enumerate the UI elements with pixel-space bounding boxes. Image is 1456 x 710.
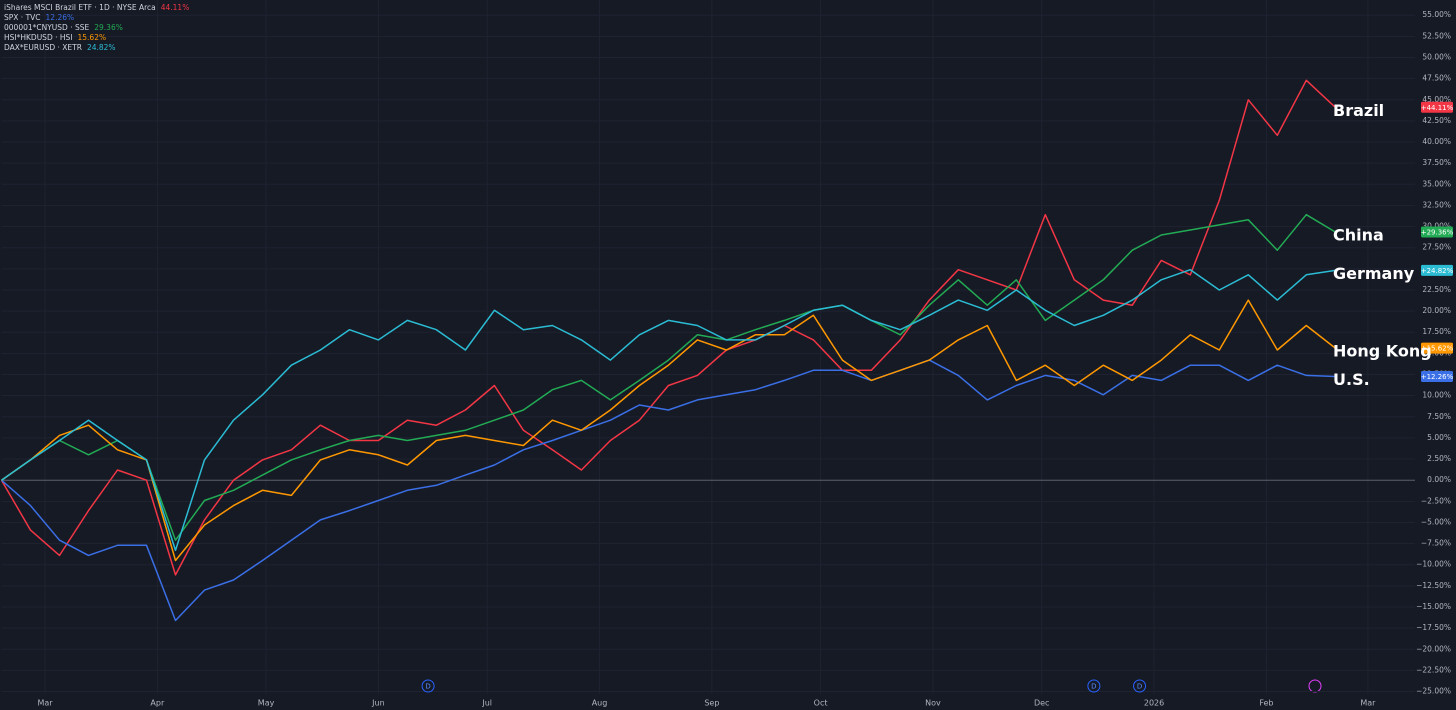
y-tick-label: 30.00% (1422, 222, 1451, 231)
price-tag-label: +24.82% (1421, 267, 1454, 275)
legend-name: HSI*HKDUSD · HSI (4, 33, 73, 42)
y-tick-label: 45.00% (1422, 95, 1451, 104)
y-tick-label: 17.50% (1422, 327, 1451, 336)
series-line (1, 213, 1336, 541)
x-tick-label: Sep (704, 699, 719, 708)
price-tag-label: +12.26% (1421, 373, 1454, 381)
legend-value: 29.36% (94, 23, 123, 32)
y-tick-label: 55.00% (1422, 10, 1451, 19)
x-tick-label: Jun (371, 699, 385, 708)
series-label: China (1333, 225, 1384, 244)
series-line (1, 268, 1336, 552)
legend-value: 44.11% (161, 3, 190, 12)
y-tick-label: −12.50% (1416, 581, 1451, 590)
event-marker-label: D (1137, 683, 1142, 691)
y-tick-label: 7.50% (1427, 412, 1451, 421)
y-tick-label: 10.00% (1422, 391, 1451, 400)
y-tick-label: 5.00% (1427, 433, 1451, 442)
y-tick-label: 52.50% (1422, 31, 1451, 40)
y-tick-label: −7.50% (1421, 539, 1451, 548)
y-tick-label: −15.00% (1416, 602, 1451, 611)
x-tick-label: Nov (925, 699, 941, 708)
legend-name: SPX · TVC (4, 13, 41, 22)
legend-name: 000001*CNYUSD · SSE (4, 23, 90, 32)
y-tick-label: −17.50% (1416, 623, 1451, 632)
y-tick-label: −5.00% (1421, 517, 1451, 526)
x-tick-label: Dec (1034, 699, 1049, 708)
y-tick-label: 2.50% (1427, 454, 1451, 463)
event-marker-label: D (425, 683, 430, 691)
y-tick-label: −25.00% (1416, 687, 1451, 696)
series-label: Brazil (1333, 101, 1384, 120)
legend-value: 24.82% (87, 43, 116, 52)
series-line (1, 359, 1336, 622)
y-tick-label: −2.50% (1421, 496, 1451, 505)
event-marker (1087, 679, 1101, 693)
x-tick-label: Mar (37, 699, 53, 708)
legend-value: 15.62% (78, 33, 107, 42)
x-tick-label: May (258, 699, 275, 708)
y-tick-label: 40.00% (1422, 137, 1451, 146)
price-tag-label: +44.11% (1421, 104, 1454, 112)
y-tick-label: 50.00% (1422, 52, 1451, 61)
price-tag (1421, 342, 1453, 354)
series-label: Germany (1333, 264, 1415, 283)
x-tick-label: 2026 (1144, 699, 1164, 708)
y-tick-label: 22.50% (1422, 285, 1451, 294)
y-tick-label: 32.50% (1422, 200, 1451, 209)
legend-name: DAX*EURUSD · XETR (4, 43, 82, 52)
x-tick-label: Jul (481, 699, 492, 708)
event-marker (1133, 679, 1147, 693)
price-tag (1421, 226, 1453, 238)
legend-name: iShares MSCI Brazil ETF · 1D · NYSE Arca (4, 3, 156, 12)
x-tick-label: Mar (1360, 699, 1376, 708)
event-marker-label: D (1091, 683, 1096, 691)
x-tick-label: Apr (150, 699, 165, 708)
y-tick-label: −10.00% (1416, 560, 1451, 569)
y-tick-label: −20.00% (1416, 644, 1451, 653)
price-tag-label: +29.36% (1421, 228, 1454, 236)
price-tag-label: +15.62% (1421, 345, 1454, 353)
price-tag (1421, 371, 1453, 383)
y-tick-label: 47.50% (1422, 74, 1451, 83)
y-tick-label: 35.00% (1422, 179, 1451, 188)
y-tick-label: 20.00% (1422, 306, 1451, 315)
series-label: Hong Kong (1333, 342, 1432, 361)
y-tick-label: 0.00% (1427, 475, 1451, 484)
y-tick-label: 27.50% (1422, 243, 1451, 252)
x-tick-label: Oct (814, 699, 828, 708)
grid (1, 0, 1415, 694)
series-label: U.S. (1333, 370, 1370, 389)
price-tag (1421, 101, 1453, 113)
y-tick-label: −22.50% (1416, 665, 1451, 674)
legend-value: 12.26% (46, 13, 75, 22)
series-line (1, 299, 1336, 562)
x-tick-label: Feb (1259, 699, 1273, 708)
y-tick-label: 37.50% (1422, 158, 1451, 167)
event-marker (421, 679, 435, 693)
y-tick-label: 42.50% (1422, 116, 1451, 125)
price-tag (1421, 264, 1453, 276)
x-tick-label: Aug (592, 699, 608, 708)
